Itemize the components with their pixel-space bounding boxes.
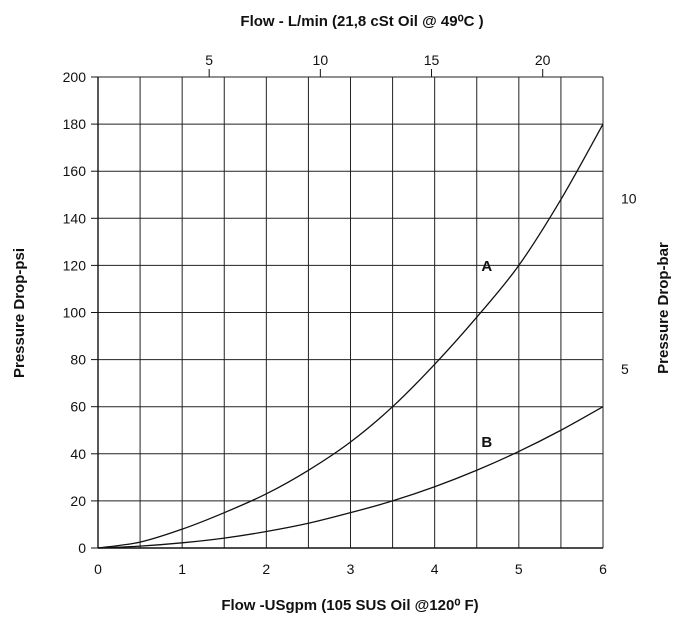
x-tick-label: 3 bbox=[347, 561, 355, 577]
x2-tick-label: 15 bbox=[424, 52, 440, 68]
y2-axis-label: Pressure Drop-bar bbox=[655, 242, 672, 374]
x-tick-label: 1 bbox=[178, 561, 186, 577]
y-tick-label: 100 bbox=[63, 305, 87, 321]
tick-labels: 0 20 40 60 80 100 120 140 160 180 200 0 1 2 3 4 5 6 5 10 15 2… bbox=[63, 52, 637, 577]
grid bbox=[97, 76, 604, 549]
series-label-a: A bbox=[481, 258, 492, 275]
y-tick-label: 200 bbox=[63, 69, 87, 85]
y2-tick-label: 5 bbox=[621, 361, 629, 377]
x-tick-label: 4 bbox=[431, 561, 439, 577]
chart-title: Flow - L/min (21,8 cSt Oil @ 49⁰C ) bbox=[240, 13, 483, 30]
series-label-b: B bbox=[481, 434, 492, 451]
y-tick-label: 40 bbox=[70, 446, 86, 462]
y-tick-label: 160 bbox=[63, 163, 87, 179]
y-axis-label: Pressure Drop-psi bbox=[11, 248, 28, 378]
x2-tick-label: 5 bbox=[205, 52, 213, 68]
y-tick-label: 0 bbox=[78, 540, 86, 556]
y-tick-label: 60 bbox=[70, 399, 86, 415]
x2-tick-label: 20 bbox=[535, 52, 551, 68]
x2-tick-label: 10 bbox=[313, 52, 329, 68]
y-tick-label: 180 bbox=[63, 116, 87, 132]
x-axis-label: Flow -USgpm (105 SUS Oil @120⁰ F) bbox=[221, 597, 478, 614]
x-tick-label: 6 bbox=[599, 561, 607, 577]
series-line-b bbox=[97, 406, 604, 549]
y-tick-label: 140 bbox=[63, 210, 87, 226]
y-tick-label: 120 bbox=[63, 257, 87, 273]
series-line-a bbox=[97, 123, 604, 549]
x-tick-label: 0 bbox=[94, 561, 102, 577]
y-tick-label: 80 bbox=[70, 352, 86, 368]
x-tick-label: 2 bbox=[262, 561, 270, 577]
y2-tick-label: 10 bbox=[621, 190, 637, 206]
y-tick-label: 20 bbox=[70, 493, 86, 509]
x-tick-label: 5 bbox=[515, 561, 523, 577]
series-layer: AB bbox=[97, 123, 604, 549]
